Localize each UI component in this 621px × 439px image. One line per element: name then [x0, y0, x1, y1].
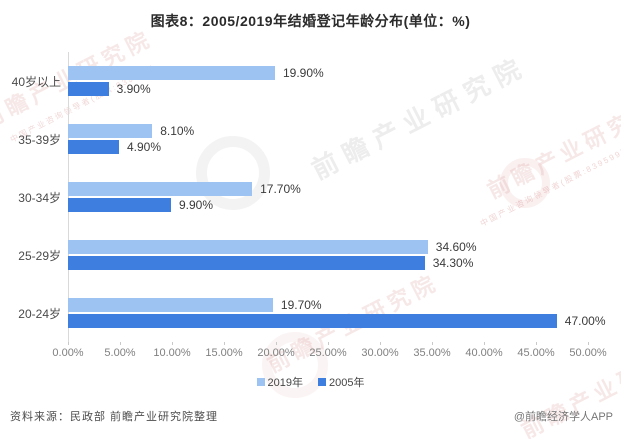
legend-swatch-icon — [318, 378, 326, 386]
bar-row: 9.90% — [68, 198, 621, 212]
bar-group: 35-39岁 8.10% 4.90% — [0, 124, 621, 154]
bar-row: 17.70% — [68, 182, 621, 196]
legend-swatch-icon — [256, 378, 265, 386]
bar-2019年 — [68, 240, 428, 254]
y-axis-label: 25-29岁 — [18, 248, 61, 263]
bar-value-label: 19.70% — [280, 298, 322, 312]
x-axis-tick-mark — [432, 342, 433, 345]
bar-pair: 34.60% 34.30% — [68, 240, 621, 270]
bar-row: 34.60% — [68, 240, 621, 254]
bar-2005年 — [68, 82, 109, 96]
bar-row: 34.30% — [68, 256, 621, 270]
bar-value-label: 34.60% — [435, 240, 477, 254]
x-axis-tick-label: 40.00% — [465, 347, 503, 359]
bar-value-label: 17.70% — [260, 182, 301, 196]
bar-pair: 19.90% 3.90% — [68, 66, 621, 96]
bar-2019年 — [68, 182, 253, 196]
bar-pair: 19.70% 47.00% — [68, 298, 621, 328]
y-axis-label: 20-24岁 — [18, 306, 61, 321]
x-axis-tick-label: 45.00% — [517, 347, 555, 359]
legend: 2019年 2005年 — [0, 374, 621, 390]
x-axis-tick-label: 10.00% — [153, 347, 191, 359]
legend-label: 2019年 — [267, 377, 303, 389]
legend-item-2005年: 2005年 — [318, 374, 364, 390]
bar-value-label: 3.90% — [116, 82, 151, 96]
x-axis-tick-label: 15.00% — [205, 347, 243, 359]
bar-group: 30-34岁 17.70% 9.90% — [0, 182, 621, 212]
legend-label: 2005年 — [329, 377, 365, 389]
data-source-note: 资料来源：民政部 前瞻产业研究院整理 — [10, 411, 219, 423]
x-axis-tick-mark — [380, 342, 381, 345]
bar-group: 25-29岁 34.60% 34.30% — [0, 240, 621, 270]
bar-value-label: 19.90% — [283, 66, 324, 80]
chart-title: 图表8：2005/2019年结婚登记年龄分布(单位：%) — [150, 13, 471, 29]
x-axis-tick-mark — [172, 342, 173, 345]
bar-2005年 — [68, 198, 171, 212]
x-axis-tick-label: 35.00% — [413, 347, 451, 359]
bar-value-label: 47.00% — [564, 314, 606, 328]
x-axis-tick-mark — [276, 342, 277, 345]
x-axis-tick-label: 30.00% — [361, 347, 399, 359]
bar-2019年 — [68, 124, 153, 138]
x-axis-tick-mark — [536, 342, 537, 345]
credit-note: @前瞻经济学人APP — [513, 411, 613, 423]
y-axis-label: 40岁以上 — [11, 74, 61, 89]
plot-area: 40岁以上 19.90% 3.90% 35-39岁 8.10% 4.90% 30-34岁 17… — [0, 52, 621, 342]
x-axis-tick-mark — [224, 342, 225, 345]
bar-row: 47.00% — [68, 314, 621, 328]
bar-group: 20-24岁 19.70% 47.00% — [0, 298, 621, 328]
x-axis-tick-mark — [484, 342, 485, 345]
bar-value-label: 34.30% — [432, 256, 474, 270]
bar-value-label: 8.10% — [160, 124, 195, 138]
bar-row: 19.90% — [68, 66, 621, 80]
x-axis-tick-mark — [68, 342, 69, 345]
x-axis-tick-label: 20.00% — [257, 347, 295, 359]
x-axis-tick-label: 0.00% — [52, 347, 84, 359]
y-axis-label: 30-34岁 — [18, 190, 61, 205]
bar-value-label: 9.90% — [179, 198, 214, 212]
bar-2005年 — [68, 314, 557, 328]
x-axis-tick-label: 5.00% — [104, 347, 136, 359]
y-axis-label: 35-39岁 — [18, 132, 61, 147]
bar-2019年 — [68, 66, 275, 80]
x-axis-tick-mark — [588, 342, 589, 345]
bar-row: 4.90% — [68, 140, 621, 154]
bar-value-label: 4.90% — [127, 140, 162, 154]
legend-item-2019年: 2019年 — [256, 374, 303, 390]
bar-row: 19.70% — [68, 298, 621, 312]
x-axis: 0.00% 5.00% 10.00% 15.00% 20.00% 25.00% 30.00%… — [52, 342, 607, 361]
bar-pair: 17.70% 9.90% — [68, 182, 621, 212]
bar-2005年 — [68, 256, 425, 270]
bar-2019年 — [68, 298, 273, 312]
x-axis-tick-label: 25.00% — [309, 347, 347, 359]
y-axis-line — [68, 52, 69, 342]
bar-group: 40岁以上 19.90% 3.90% — [0, 66, 621, 96]
bar-2005年 — [68, 140, 119, 154]
x-axis-tick-label: 50.00% — [569, 347, 607, 359]
x-axis-tick-mark — [328, 342, 329, 345]
x-axis-tick-mark — [120, 342, 121, 345]
bar-pair: 8.10% 4.90% — [68, 124, 621, 154]
bar-row: 3.90% — [68, 82, 621, 96]
bar-row: 8.10% — [68, 124, 621, 138]
